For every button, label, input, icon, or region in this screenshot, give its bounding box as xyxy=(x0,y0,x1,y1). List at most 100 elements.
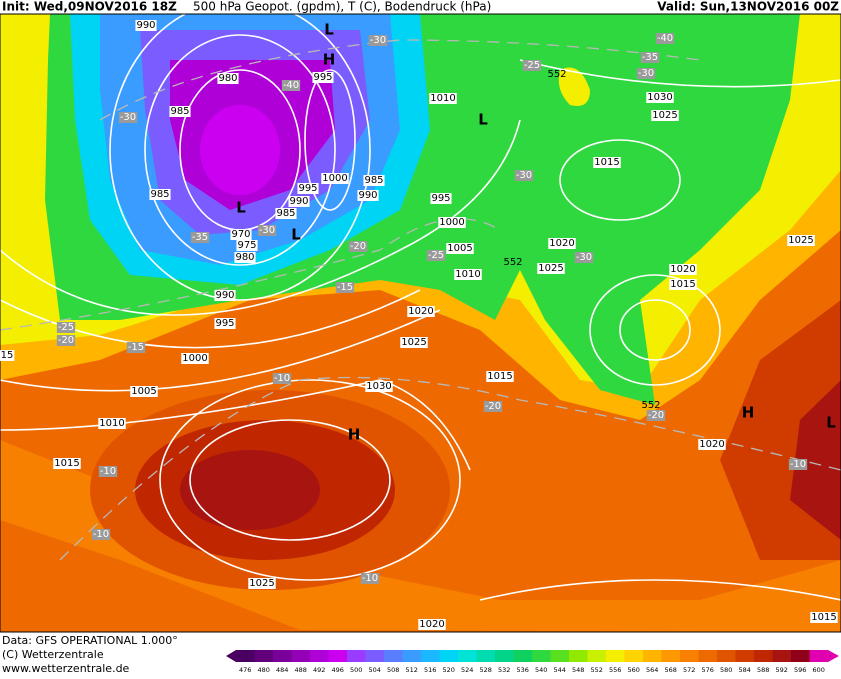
temperature-label-box xyxy=(655,33,675,44)
isobar-label-group: 990 xyxy=(357,190,379,201)
isobar-label: 995 xyxy=(298,183,317,194)
colorbar-swatch xyxy=(439,650,459,662)
colorbar-swatch xyxy=(772,650,792,662)
field xyxy=(180,450,320,530)
isobar-label-box xyxy=(357,190,379,201)
isobar-label-box xyxy=(0,350,15,361)
isobar-label-box xyxy=(446,243,474,254)
isobar-label-box xyxy=(321,173,349,184)
temperature-label: -30 xyxy=(370,35,386,46)
isobar xyxy=(519,59,841,88)
temperature-label-group: -20 xyxy=(483,401,503,412)
isobar-label-group: 1010 xyxy=(454,269,482,280)
isobar-label-box xyxy=(593,157,621,168)
isobar-label-box xyxy=(275,208,297,219)
field xyxy=(200,105,280,195)
isobar-label-box xyxy=(135,20,157,31)
colorbar-label: 532 xyxy=(498,666,510,674)
isobar-label-box xyxy=(407,306,435,317)
height-label: 552 xyxy=(641,400,660,411)
pressure-center: L xyxy=(236,199,246,217)
colorbar-swatch xyxy=(513,650,533,662)
isobar-label-group: 1000 xyxy=(438,217,466,228)
colorbar-swatch xyxy=(273,650,292,662)
colorbar-swatch xyxy=(347,650,366,662)
temperature-label: -40 xyxy=(657,33,673,44)
isobar-label-box xyxy=(214,318,236,329)
isobar-label-box xyxy=(430,193,452,204)
isobar xyxy=(0,119,521,316)
colorbar-swatch xyxy=(236,650,255,662)
map-frame xyxy=(0,13,841,633)
isobar-label: 985 xyxy=(364,175,383,186)
isobar-label: 1015 xyxy=(594,157,619,168)
isobar-label: 1020 xyxy=(699,439,724,450)
colorbar-label: 528 xyxy=(480,666,492,674)
colorbar-label: 544 xyxy=(554,666,566,674)
colorbar-swatch xyxy=(624,650,644,662)
colorbar-label: 492 xyxy=(313,666,325,674)
colorbar-label: 548 xyxy=(572,666,584,674)
website: www.wetterzentrale.de xyxy=(2,662,130,675)
colorbar-label: 568 xyxy=(665,666,677,674)
isobar-label: 1025 xyxy=(788,235,813,246)
temperature-label: -20 xyxy=(350,241,366,252)
field xyxy=(558,67,590,106)
isobar-label-box xyxy=(169,106,191,117)
colorbar-swatch xyxy=(291,650,311,662)
isobar-label-box xyxy=(454,269,482,280)
isobar-label-box xyxy=(646,92,674,103)
colorbar-label: 580 xyxy=(720,666,732,674)
pressure-center: L xyxy=(478,111,488,129)
colorbar-swatch xyxy=(254,650,274,662)
isobar-label-box xyxy=(365,381,393,392)
colorbar-swatch xyxy=(569,650,588,662)
isobar-label-box xyxy=(438,217,466,228)
temperature-label-box xyxy=(514,170,534,181)
temperature-label-group: -35 xyxy=(190,232,210,243)
temperature-label-box xyxy=(98,466,118,477)
isobar-label-box xyxy=(312,72,334,83)
temperature-label: -25 xyxy=(58,322,74,333)
temperature-label-box xyxy=(56,322,76,333)
isobar-label: 1025 xyxy=(538,263,563,274)
temperature-label: -10 xyxy=(362,573,378,584)
isobar-label-group: 1020 xyxy=(548,238,576,249)
isobar-label: 1005 xyxy=(131,386,156,397)
isobar-label: 985 xyxy=(170,106,189,117)
temperature-label: -20 xyxy=(648,410,664,421)
temperature-label-box xyxy=(126,342,146,353)
colorbar-swatch xyxy=(698,650,718,662)
isobar-label: 985 xyxy=(276,208,295,219)
isobar xyxy=(619,299,691,361)
colorbar-swatch xyxy=(717,650,736,662)
isobar-label-group: 1025 xyxy=(787,235,815,246)
isobar-label-group: 1015 xyxy=(669,279,697,290)
isobar xyxy=(0,379,471,471)
temperature-label-group: -30 xyxy=(574,252,594,263)
colorbar-label: 592 xyxy=(776,666,788,674)
isobar-label-box xyxy=(288,196,310,207)
isobar-label: 980 xyxy=(218,73,237,84)
valid-time: Valid: Sun,13NOV2016 00Z xyxy=(657,0,839,14)
isobar-label: 1020 xyxy=(549,238,574,249)
temperature-label-group: -30 xyxy=(368,35,388,46)
colorbar-label: 572 xyxy=(683,666,695,674)
colorbar-swatch xyxy=(643,650,662,662)
temperature-label-box xyxy=(56,335,76,346)
temperature-label-group: -10 xyxy=(91,529,111,540)
isobar-label: 1020 xyxy=(408,306,433,317)
colorbar-swatch xyxy=(495,650,514,662)
isobar-label-group: 985 xyxy=(149,189,171,200)
isobar-label: 1000 xyxy=(322,173,347,184)
temperature-label-box xyxy=(426,250,446,261)
temperature-label-box xyxy=(788,459,808,470)
isobar-label-box xyxy=(537,263,565,274)
colorbar-label: 476 xyxy=(239,666,251,674)
temperature-label-box xyxy=(348,241,368,252)
pressure-center: L xyxy=(291,226,301,244)
colorbar-label: 524 xyxy=(461,666,473,674)
isobar-label-group: 995 xyxy=(312,72,334,83)
isobar-label: 1015 xyxy=(670,279,695,290)
temperature-label-box xyxy=(368,35,388,46)
